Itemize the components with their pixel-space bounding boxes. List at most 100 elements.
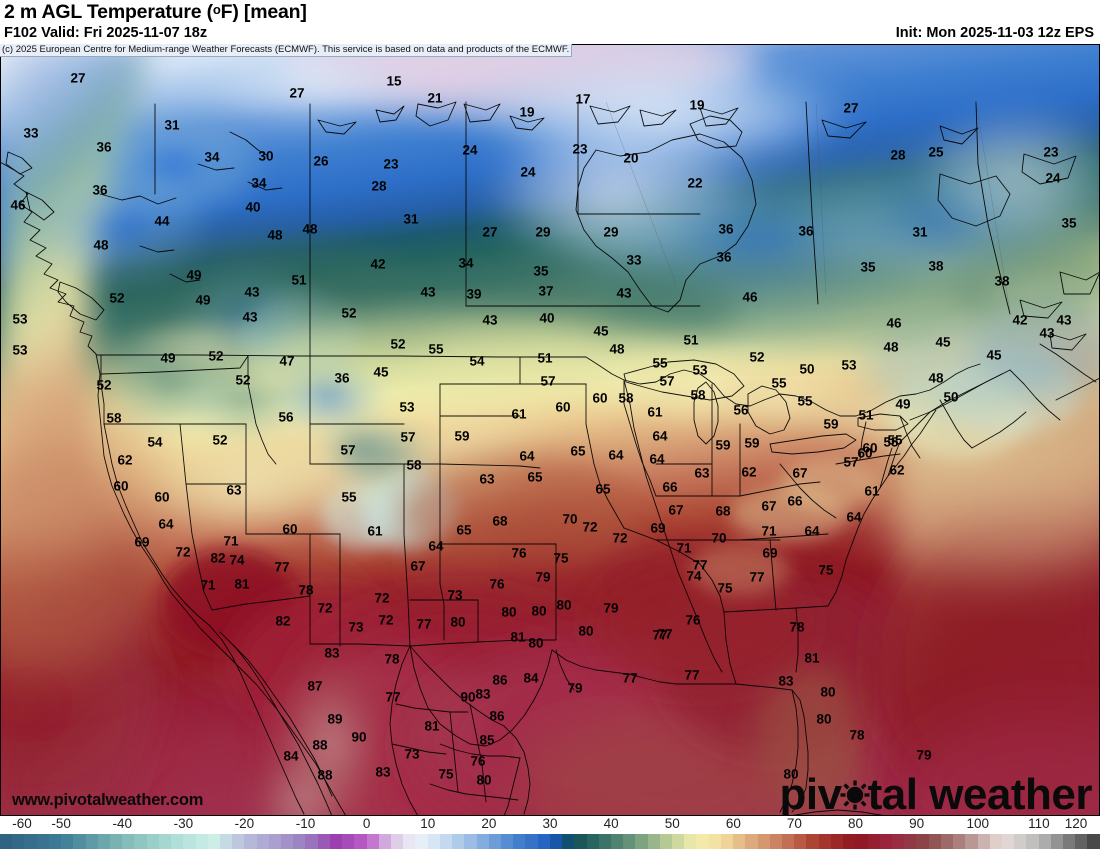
header-bar: 2 m AGL Temperature (oF) [mean] F102 Val… <box>0 0 1100 44</box>
temp-label: 52 <box>109 290 125 306</box>
temp-label: 65 <box>595 481 611 497</box>
colorbar-swatch <box>1026 834 1039 849</box>
colorbar-swatch <box>708 834 721 849</box>
temp-label: 46 <box>742 289 758 305</box>
temp-label: 33 <box>23 125 39 141</box>
temp-label: 64 <box>652 428 668 444</box>
temp-label: 20 <box>623 150 639 166</box>
colorbar-tick: 40 <box>603 816 619 831</box>
temp-label: 89 <box>327 711 343 727</box>
temp-label: 55 <box>883 434 899 450</box>
valid-time-label: F102 Valid: Fri 2025-11-07 18z <box>4 25 208 41</box>
temp-label: 76 <box>685 612 701 628</box>
temp-label: 46 <box>886 315 902 331</box>
temp-label: 77 <box>684 667 700 683</box>
temp-label: 81 <box>424 718 440 734</box>
temp-label: 83 <box>375 764 391 780</box>
temp-label: 77 <box>385 689 401 705</box>
colorbar-swatch <box>195 834 208 849</box>
colorbar-swatch <box>415 834 428 849</box>
temp-label: 75 <box>553 550 569 566</box>
colorbar-swatch <box>733 834 746 849</box>
colorbar-swatch <box>574 834 587 849</box>
colorbar-swatch <box>769 834 782 849</box>
colorbar-container[interactable]: -60 -50 -40 -30 -20 -10 0 10 20 30 40 50 60 70 80 90 100… <box>0 816 1100 850</box>
temp-label: 75 <box>438 766 454 782</box>
colorbar-swatch <box>537 834 550 849</box>
colorbar-swatch <box>427 834 440 849</box>
colorbar-swatch <box>488 834 501 849</box>
colorbar-tick: -60 <box>12 816 32 831</box>
temp-label: 78 <box>298 582 314 598</box>
temp-label: 69 <box>762 545 778 561</box>
temp-label: 71 <box>761 523 777 539</box>
temp-label: 73 <box>447 587 463 603</box>
colorbar-tick: -30 <box>173 816 194 831</box>
temp-label: 82 <box>275 613 291 629</box>
temp-label: 42 <box>1012 312 1028 328</box>
colorbar-tick: 100 <box>966 816 990 831</box>
temp-label: 23 <box>572 141 588 157</box>
temp-label: 43 <box>420 284 436 300</box>
temp-label: 59 <box>744 435 760 451</box>
colorbar-swatch <box>476 834 489 849</box>
temp-label: 24 <box>520 164 536 180</box>
temp-label: 80 <box>578 623 594 639</box>
temp-label: 83 <box>475 686 491 702</box>
colorbar-swatch <box>391 834 404 849</box>
temp-label: 52 <box>235 372 251 388</box>
temp-label: 28 <box>371 178 387 194</box>
colorbar-gradient[interactable] <box>0 834 1100 849</box>
temp-label: 49 <box>186 267 202 283</box>
colorbar-swatch <box>1087 834 1100 849</box>
temp-label: 61 <box>864 483 880 499</box>
temp-label: 43 <box>1056 312 1072 328</box>
temp-label: 78 <box>849 727 865 743</box>
temp-label: 73 <box>348 619 364 635</box>
temp-label: 35 <box>860 259 876 275</box>
colorbar-swatch <box>684 834 697 849</box>
temp-label: 71 <box>223 533 239 549</box>
colorbar-swatch <box>244 834 257 849</box>
colorbar-swatch <box>843 834 856 849</box>
temp-label: 81 <box>234 576 250 592</box>
temp-label: 61 <box>511 406 527 422</box>
temp-label: 51 <box>858 407 874 423</box>
page-title: 2 m AGL Temperature (oF) [mean] <box>4 1 307 23</box>
temp-label: 84 <box>523 670 539 686</box>
temp-label: 24 <box>462 142 478 158</box>
temp-label: 21 <box>427 90 443 106</box>
temp-label: 53 <box>12 342 28 358</box>
temp-label: 80 <box>476 772 492 788</box>
temp-label: 80 <box>501 604 517 620</box>
temp-label: 64 <box>804 523 820 539</box>
temperature-map[interactable]: (c) 2025 European Centre for Medium-rang… <box>0 44 1100 816</box>
temp-label: 68 <box>715 503 731 519</box>
colorbar-swatch <box>586 834 599 849</box>
temp-label: 77 <box>749 569 765 585</box>
colorbar-swatch <box>403 834 416 849</box>
temp-label: 64 <box>649 451 665 467</box>
temp-label: 35 <box>1061 215 1077 231</box>
temp-label: 52 <box>212 432 228 448</box>
logo-text-part2: tal weather <box>867 770 1093 816</box>
temp-label: 60 <box>555 399 571 415</box>
temp-label: 43 <box>616 285 632 301</box>
colorbar-tick: 80 <box>848 816 864 831</box>
temp-label: 31 <box>403 211 419 227</box>
temp-label: 54 <box>469 353 485 369</box>
temp-label: 23 <box>383 156 399 172</box>
temp-label: 48 <box>302 221 318 237</box>
colorbar-swatch <box>134 834 147 849</box>
ecmwf-attribution: (c) 2025 European Centre for Medium-rang… <box>0 44 573 57</box>
colorbar-tick: 50 <box>664 816 680 831</box>
temp-label: 60 <box>857 445 873 461</box>
temp-label: 45 <box>593 323 609 339</box>
temp-label: 27 <box>843 100 859 116</box>
colorbar-swatch <box>61 834 74 849</box>
temp-label: 77 <box>652 627 668 643</box>
temp-label: 43 <box>244 284 260 300</box>
colorbar-tick: 0 <box>362 816 371 831</box>
temp-label: 77 <box>622 670 638 686</box>
colorbar-swatch <box>1014 834 1027 849</box>
